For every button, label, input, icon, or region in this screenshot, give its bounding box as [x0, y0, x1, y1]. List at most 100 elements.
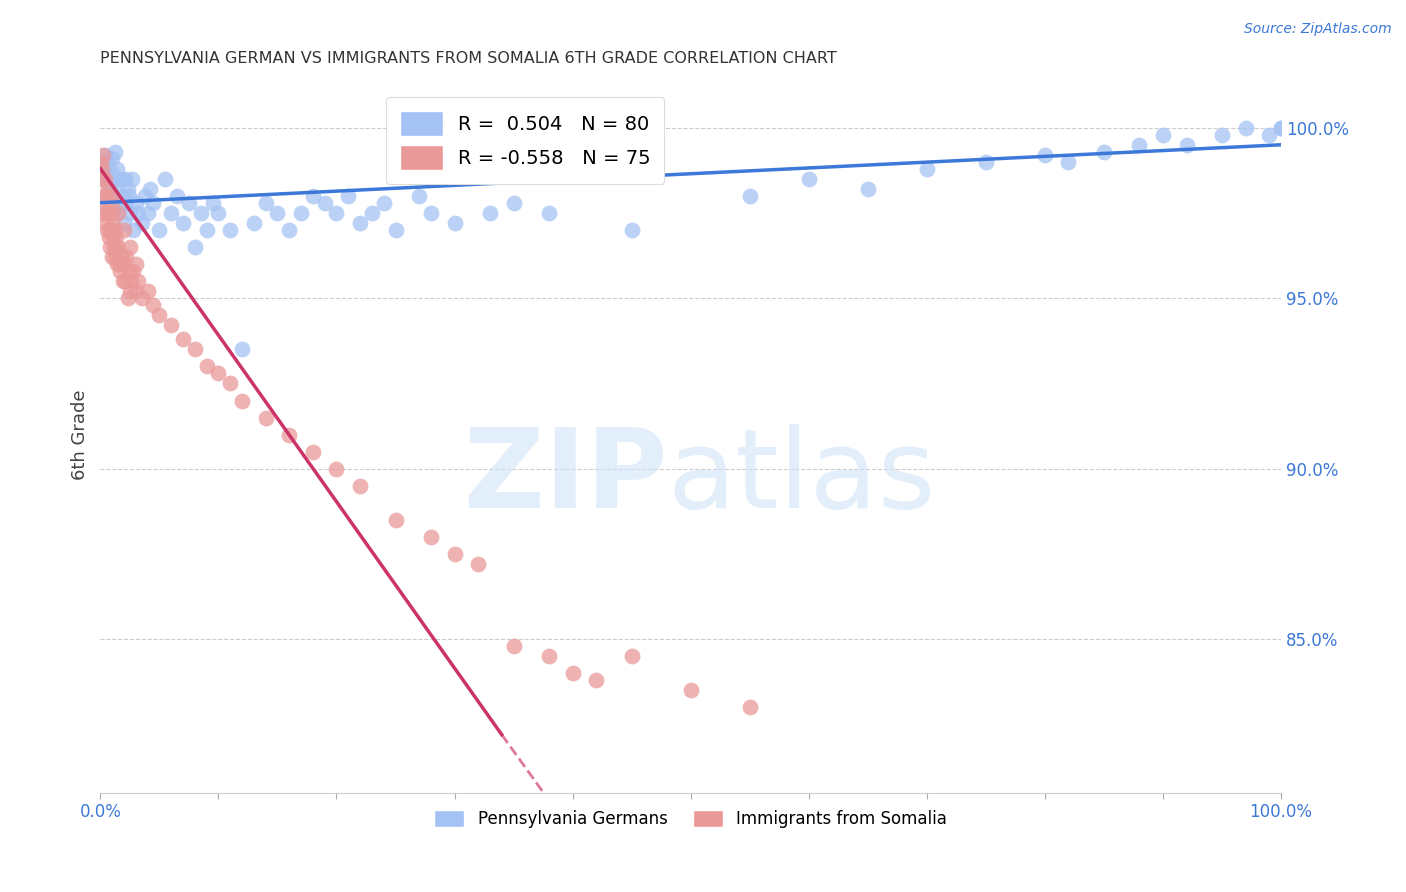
Point — [103, 172, 125, 186]
Point — [91, 161, 114, 176]
Point — [419, 206, 441, 220]
Point — [101, 206, 124, 220]
Point — [856, 182, 879, 196]
Point — [134, 189, 156, 203]
Point — [94, 172, 117, 186]
Point — [314, 195, 336, 210]
Point — [101, 230, 124, 244]
Point — [1258, 128, 1281, 142]
Point — [115, 250, 138, 264]
Point — [148, 223, 170, 237]
Point — [136, 285, 159, 299]
Point — [254, 410, 277, 425]
Point — [90, 172, 112, 186]
Point — [97, 230, 120, 244]
Point — [108, 257, 131, 271]
Point — [98, 223, 121, 237]
Point — [537, 649, 560, 664]
Point — [114, 172, 136, 186]
Point — [349, 479, 371, 493]
Point — [1152, 128, 1174, 142]
Point — [537, 206, 560, 220]
Point — [467, 557, 489, 571]
Point — [142, 195, 165, 210]
Point — [337, 189, 360, 203]
Point — [97, 182, 120, 196]
Point — [107, 206, 129, 220]
Point — [1270, 120, 1292, 135]
Point — [96, 189, 118, 203]
Y-axis label: 6th Grade: 6th Grade — [72, 390, 89, 480]
Point — [112, 257, 135, 271]
Point — [110, 189, 132, 203]
Point — [112, 216, 135, 230]
Point — [107, 206, 129, 220]
Point — [231, 343, 253, 357]
Point — [231, 393, 253, 408]
Point — [118, 189, 141, 203]
Point — [98, 206, 121, 220]
Point — [1234, 120, 1257, 135]
Point — [111, 172, 134, 186]
Point — [290, 206, 312, 220]
Text: PENNSYLVANIA GERMAN VS IMMIGRANTS FROM SOMALIA 6TH GRADE CORRELATION CHART: PENNSYLVANIA GERMAN VS IMMIGRANTS FROM S… — [100, 51, 837, 66]
Point — [103, 145, 125, 159]
Point — [100, 195, 122, 210]
Point — [797, 172, 820, 186]
Point — [142, 298, 165, 312]
Point — [127, 274, 149, 288]
Point — [384, 513, 406, 527]
Point — [1057, 154, 1080, 169]
Point — [125, 257, 148, 271]
Point — [915, 161, 938, 176]
Point — [278, 427, 301, 442]
Point — [96, 223, 118, 237]
Point — [195, 223, 218, 237]
Point — [122, 223, 145, 237]
Point — [302, 444, 325, 458]
Point — [104, 230, 127, 244]
Point — [349, 216, 371, 230]
Point — [166, 189, 188, 203]
Point — [110, 250, 132, 264]
Point — [1211, 128, 1233, 142]
Point — [117, 291, 139, 305]
Point — [207, 206, 229, 220]
Point — [93, 206, 115, 220]
Point — [121, 172, 143, 186]
Point — [90, 154, 112, 169]
Point — [384, 223, 406, 237]
Point — [974, 154, 997, 169]
Point — [103, 223, 125, 237]
Point — [1175, 137, 1198, 152]
Point — [408, 189, 430, 203]
Point — [373, 195, 395, 210]
Point — [105, 161, 128, 176]
Point — [1033, 148, 1056, 162]
Point — [148, 308, 170, 322]
Point — [620, 649, 643, 664]
Text: Source: ZipAtlas.com: Source: ZipAtlas.com — [1244, 22, 1392, 37]
Point — [266, 206, 288, 220]
Point — [160, 206, 183, 220]
Point — [361, 206, 384, 220]
Point — [100, 165, 122, 179]
Point — [254, 195, 277, 210]
Point — [103, 240, 125, 254]
Point — [160, 318, 183, 333]
Point — [107, 240, 129, 254]
Point — [738, 189, 761, 203]
Point — [125, 285, 148, 299]
Legend: Pennsylvania Germans, Immigrants from Somalia: Pennsylvania Germans, Immigrants from So… — [427, 803, 953, 834]
Point — [112, 223, 135, 237]
Point — [105, 240, 128, 254]
Text: ZIP: ZIP — [464, 424, 666, 531]
Point — [115, 195, 138, 210]
Point — [96, 206, 118, 220]
Point — [1270, 120, 1292, 135]
Point — [105, 257, 128, 271]
Point — [104, 250, 127, 264]
Point — [125, 195, 148, 210]
Point — [111, 274, 134, 288]
Point — [478, 206, 501, 220]
